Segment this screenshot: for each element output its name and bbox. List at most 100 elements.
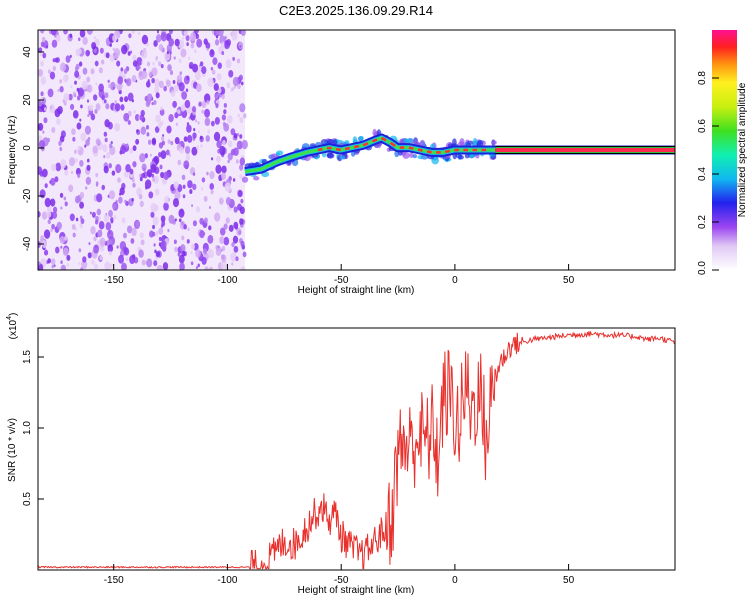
noise-speckle [152, 177, 156, 182]
noise-speckle [54, 108, 61, 118]
noise-speckle [209, 183, 215, 190]
ridge-halo [350, 151, 356, 157]
noise-speckle [160, 171, 165, 179]
noise-speckle [185, 153, 191, 161]
noise-speckle [51, 223, 55, 230]
noise-speckle [195, 249, 201, 258]
noise-speckle [79, 160, 84, 167]
noise-speckle [180, 48, 187, 58]
noise-speckle [40, 41, 45, 48]
noise-speckle [147, 139, 152, 145]
noise-speckle [41, 211, 48, 220]
noise-speckle [160, 215, 166, 223]
noise-speckle [114, 103, 121, 112]
ridge-halo [344, 140, 350, 145]
noise-speckle [112, 47, 115, 51]
noise-speckle [198, 130, 201, 134]
noise-speckle [209, 266, 213, 270]
noise-speckle [239, 157, 246, 166]
noise-speckle [118, 254, 125, 264]
noise-speckle [177, 159, 182, 166]
noise-speckle [47, 69, 51, 74]
noise-speckle [239, 134, 243, 139]
noise-speckle [136, 56, 143, 66]
noise-speckle [49, 104, 55, 114]
noise-speckle [197, 121, 200, 125]
noise-speckle [180, 208, 184, 214]
noise-speckle [56, 221, 62, 230]
noise-speckle [240, 198, 244, 204]
noise-speckle [139, 176, 143, 182]
noise-speckle [169, 70, 174, 76]
noise-speckle [132, 161, 137, 168]
noise-speckle [187, 134, 193, 143]
noise-speckle [107, 229, 114, 240]
ridge-halo [339, 155, 346, 160]
noise-speckle [49, 198, 56, 207]
noise-speckle [39, 189, 46, 199]
noise-speckle [124, 78, 127, 83]
noise-speckle [108, 209, 113, 218]
noise-speckle [50, 177, 56, 186]
noise-speckle [71, 171, 74, 174]
noise-speckle [154, 86, 160, 94]
noise-speckle [120, 145, 127, 155]
noise-speckle [148, 191, 154, 199]
noise-speckle [186, 42, 189, 47]
noise-speckle [50, 258, 56, 266]
top-x-axis: -150 -100 -50 0 50 Height of straight li… [104, 264, 575, 296]
noise-speckle [75, 63, 80, 70]
noise-speckle [132, 60, 138, 67]
noise-speckle [185, 88, 189, 93]
noise-speckle [242, 251, 247, 258]
noise-speckle [242, 113, 247, 119]
noise-speckle [60, 206, 63, 210]
noise-speckle [190, 251, 193, 255]
noise-speckle [151, 77, 155, 84]
noise-speckle [198, 101, 202, 107]
noise-speckle [161, 220, 166, 227]
noise-speckle [161, 136, 165, 142]
ridge-peak-dash [389, 141, 396, 148]
top-y-axis: 40 20 0 -20 -40 Frequency (Hz) [7, 46, 44, 251]
noise-speckle [236, 58, 241, 64]
noise-speckle [175, 122, 179, 126]
noise-speckle [108, 83, 111, 89]
noise-speckle [115, 163, 122, 174]
noise-speckle [204, 108, 211, 118]
noise-speckle [129, 50, 133, 54]
noise-speckle [186, 239, 190, 244]
noise-speckle [239, 103, 246, 113]
noise-speckle [146, 169, 153, 178]
noise-speckle [154, 188, 160, 196]
noise-speckle [59, 86, 64, 93]
noise-speckle [213, 131, 221, 142]
noise-speckle [114, 99, 117, 104]
noise-speckle [52, 206, 58, 214]
noise-speckle [91, 42, 97, 50]
noise-speckle [221, 93, 225, 100]
noise-speckle [79, 191, 85, 199]
noise-speckle [90, 226, 96, 235]
noise-speckle [74, 80, 77, 85]
bottom-y-axis-label: SNR (10 * v/v) [7, 418, 18, 482]
noise-speckle [108, 190, 116, 200]
y-multiplier-base: (x10 [8, 319, 19, 339]
noise-speckle [47, 88, 54, 98]
noise-speckle [227, 159, 230, 164]
noise-speckle [237, 83, 241, 90]
noise-speckle [64, 169, 69, 176]
noise-speckle [59, 62, 67, 72]
noise-speckle [196, 38, 203, 48]
noise-speckle [79, 30, 86, 38]
noise-speckle [214, 93, 219, 99]
noise-speckle [88, 242, 91, 246]
noise-speckle [65, 55, 71, 63]
noise-speckle [179, 262, 185, 270]
noise-speckle [181, 221, 184, 226]
noise-speckle [132, 54, 137, 62]
noise-speckle [119, 241, 127, 251]
noise-speckle [132, 145, 137, 152]
noise-speckle [135, 138, 140, 145]
noise-speckle [70, 85, 73, 89]
